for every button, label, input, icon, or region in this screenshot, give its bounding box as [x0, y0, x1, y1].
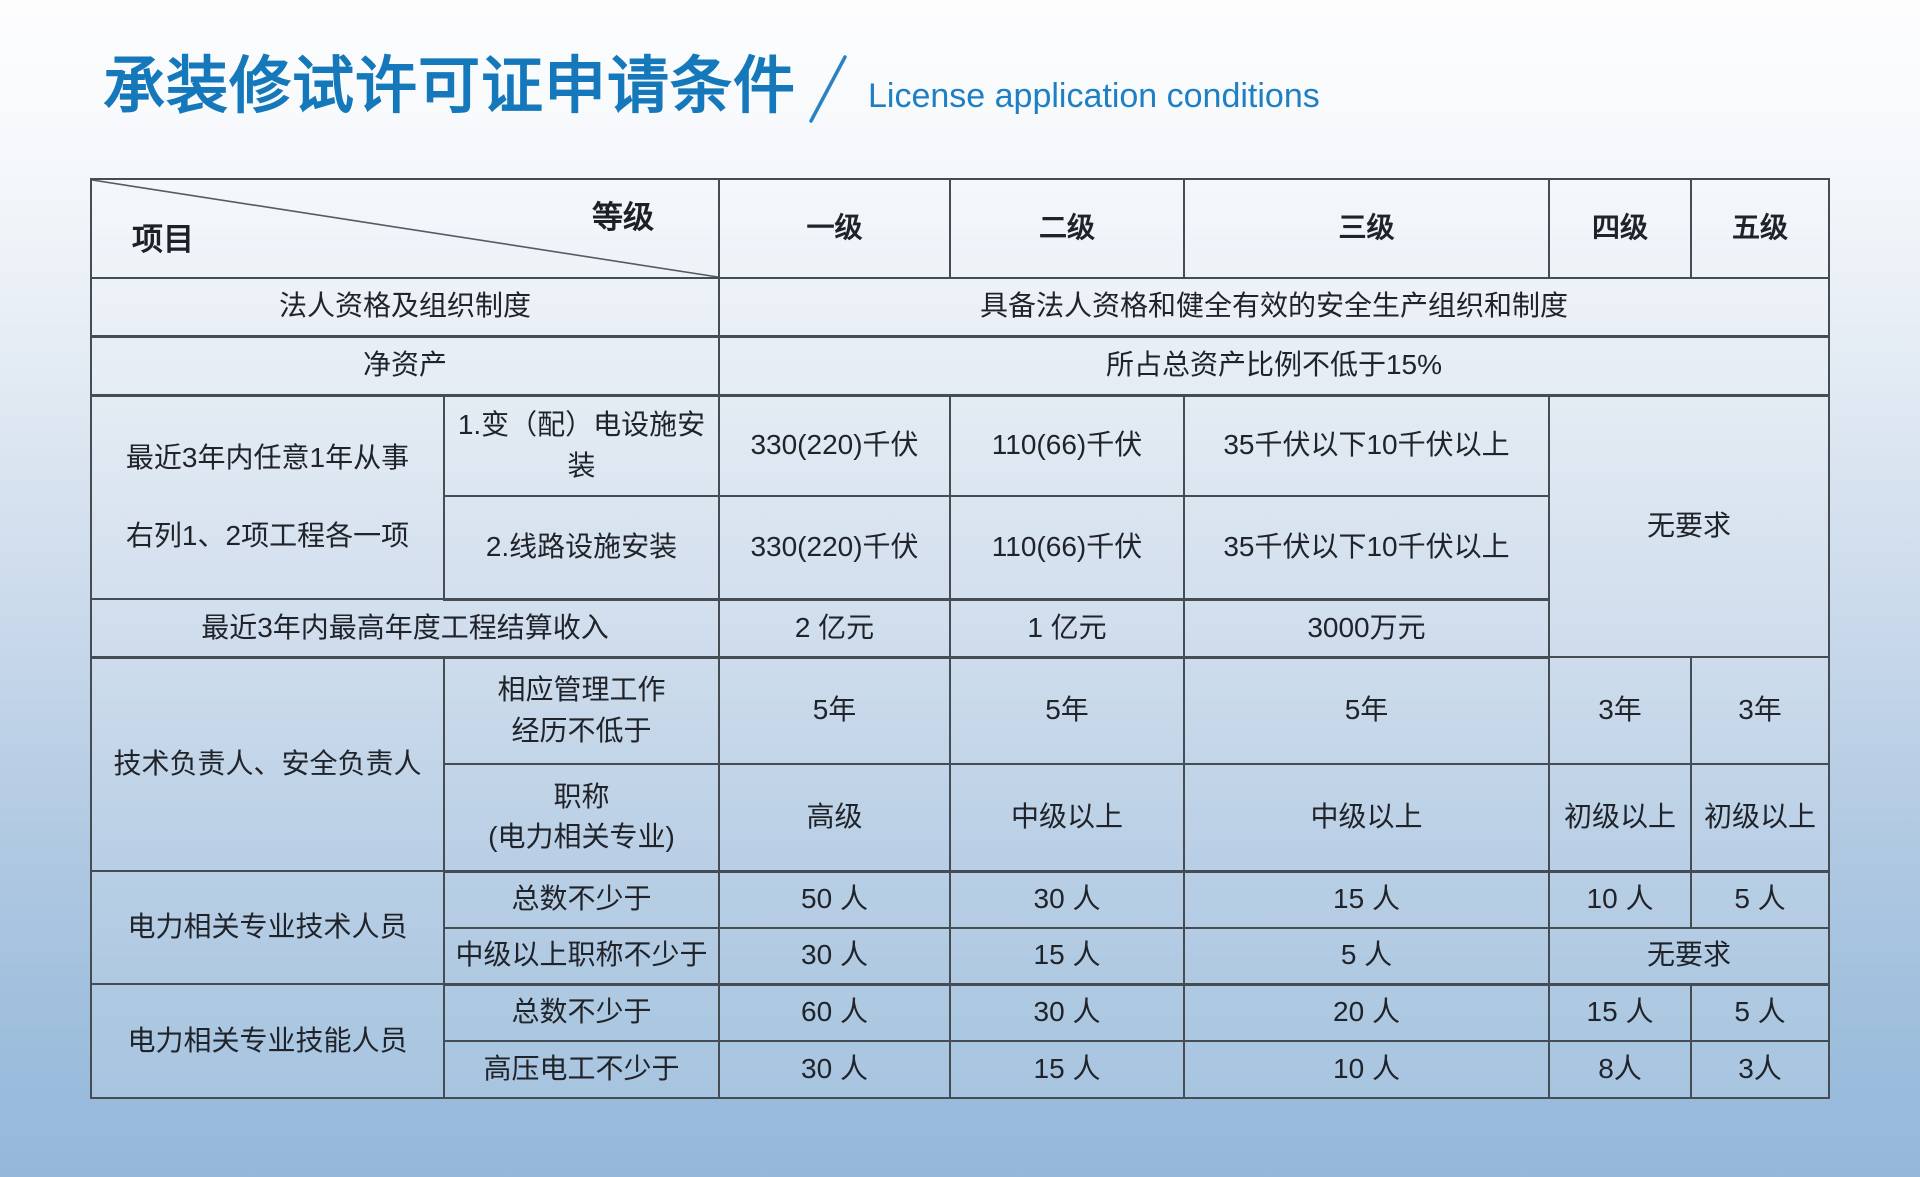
prof-title-line2: (电力相关专业)	[488, 821, 675, 853]
corner-cell: 等级 项目	[90, 178, 720, 279]
legal-label: 法人资格及组织制度	[90, 277, 720, 338]
level-header-1: 一级	[718, 178, 951, 279]
table-row: 电力相关专业技术人员 总数不少于 50 人 30 人 15 人 10 人 5 人	[90, 870, 1830, 985]
table-row: 2.线路设施安装 330(220)千伏 110(66)千伏 35千伏以下10千伏…	[91, 495, 1829, 601]
legal-value: 具备法人资格和健全有效的安全生产组织和制度	[718, 277, 1830, 338]
license-conditions-table: 等级 项目 一级 二级 三级 四级 五级 法人资格及组织制度 具备法人资格和健全…	[90, 178, 1830, 1099]
skill-total-level1: 60 人	[718, 983, 951, 1042]
tech-mid-level1: 30 人	[718, 927, 951, 986]
corner-level-label: 等级	[592, 200, 654, 235]
tech-mid-level3: 5 人	[1183, 927, 1550, 986]
tech-total-level2: 30 人	[949, 870, 1185, 929]
experience-level1: 5年	[718, 656, 951, 765]
table-row: 最近3年内任意1年从事 右列1、2项工程各一项 1.变（配）电设施安装 330(…	[90, 394, 1830, 658]
annual-income-level1: 2 亿元	[718, 598, 951, 659]
diagonal-line	[92, 180, 718, 277]
skill-total-level5: 5 人	[1690, 983, 1830, 1042]
experience-line1: 相应管理工作	[497, 674, 666, 706]
tech-mid-label: 中级以上职称不少于	[443, 927, 720, 986]
sub1-level3: 35千伏以下10千伏以上	[1183, 394, 1550, 497]
hv-level4: 8人	[1548, 1040, 1692, 1099]
tech-total-label: 总数不少于	[443, 870, 720, 929]
prof-title-level4: 初级以上	[1548, 763, 1692, 873]
tech-total-level3: 15 人	[1183, 870, 1550, 929]
sub2-level1: 330(220)千伏	[718, 495, 951, 601]
skill-total-label: 总数不少于	[443, 983, 720, 1042]
prof-title-level3: 中级以上	[1183, 763, 1550, 873]
table-row: 最近3年内最高年度工程结算收入 2 亿元 1 亿元 3000万元	[90, 598, 1829, 659]
prof-title-level5: 初级以上	[1690, 763, 1830, 873]
experience-level3: 5年	[1183, 656, 1550, 765]
level-header-3: 三级	[1183, 178, 1550, 279]
prof-title-label: 职称 (电力相关专业)	[443, 763, 720, 873]
page-subtitle: License application conditions	[868, 77, 1320, 115]
table-row: 电力相关专业技能人员 总数不少于 60 人 30 人 20 人 15 人 5 人	[90, 983, 1830, 1099]
table-row: 高压电工不少于 30 人 15 人 10 人 8人 3人	[91, 1040, 1830, 1099]
annual-income-level3: 3000万元	[1183, 598, 1550, 659]
page-header: 承装修试许可证申请条件 License application conditio…	[0, 0, 1920, 150]
tech-staff-label: 电力相关专业技术人员	[90, 870, 445, 985]
annual-income-level2: 1 亿元	[949, 598, 1185, 659]
table-row: 法人资格及组织制度 具备法人资格和健全有效的安全生产组织和制度	[90, 277, 1830, 338]
table-row: 技术负责人、安全负责人 相应管理工作 经历不低于 5年 5年 5年 3年 3年	[90, 656, 1830, 872]
experience-level4: 3年	[1548, 656, 1692, 765]
tech-mid-no-requirement: 无要求	[1548, 927, 1830, 986]
leaders-label: 技术负责人、安全负责人	[90, 656, 445, 872]
no-requirement-cell: 无要求	[1548, 394, 1830, 658]
prof-title-line1: 职称	[553, 780, 610, 812]
tech-total-level1: 50 人	[718, 870, 951, 929]
skill-staff-label: 电力相关专业技能人员	[90, 983, 445, 1099]
table-row: 职称 (电力相关专业) 高级 中级以上 中级以上 初级以上 初级以上	[91, 763, 1830, 873]
prof-title-level1: 高级	[718, 763, 951, 873]
experience-label: 相应管理工作 经历不低于	[443, 656, 720, 765]
sub2-level3: 35千伏以下10千伏以上	[1183, 495, 1550, 601]
sub1-level1: 330(220)千伏	[718, 394, 951, 497]
experience-line2: 经历不低于	[511, 714, 652, 746]
net-assets-value: 所占总资产比例不低于15%	[718, 335, 1830, 397]
skill-total-level2: 30 人	[949, 983, 1185, 1042]
hv-level2: 15 人	[949, 1040, 1185, 1099]
recent-projects-line2: 右列1、2项工程各一项	[125, 520, 410, 552]
tech-mid-level2: 15 人	[949, 927, 1185, 986]
hv-level1: 30 人	[718, 1040, 951, 1099]
sub2-level2: 110(66)千伏	[949, 495, 1185, 601]
level-header-4: 四级	[1548, 178, 1692, 279]
hv-level5: 3人	[1690, 1040, 1830, 1099]
table-header-row: 等级 项目 一级 二级 三级 四级 五级	[90, 178, 1830, 279]
experience-level5: 3年	[1690, 656, 1830, 765]
table-row: 净资产 所占总资产比例不低于15%	[90, 335, 1830, 397]
title-slash-icon	[808, 55, 848, 123]
skill-total-level4: 15 人	[1548, 983, 1692, 1042]
page-title: 承装修试许可证申请条件	[103, 52, 797, 121]
tech-total-level4: 10 人	[1548, 870, 1692, 929]
sub1-label: 1.变（配）电设施安装	[443, 394, 720, 497]
hv-level3: 10 人	[1183, 1040, 1550, 1099]
level-header-2: 二级	[949, 178, 1185, 279]
skill-total-level3: 20 人	[1183, 983, 1550, 1042]
experience-level2: 5年	[949, 656, 1185, 765]
tech-total-level5: 5 人	[1690, 870, 1830, 929]
hv-label: 高压电工不少于	[443, 1040, 720, 1099]
level-header-5: 五级	[1690, 178, 1830, 279]
table-row: 中级以上职称不少于 30 人 15 人 5 人 无要求	[91, 927, 1830, 986]
corner-item-label: 项目	[132, 222, 194, 258]
sub1-level2: 110(66)千伏	[949, 394, 1185, 497]
recent-projects-label: 最近3年内任意1年从事 右列1、2项工程各一项	[90, 394, 445, 600]
recent-projects-line1: 最近3年内任意1年从事	[125, 441, 410, 473]
prof-title-level2: 中级以上	[949, 763, 1185, 873]
net-assets-label: 净资产	[90, 335, 720, 397]
annual-income-label: 最近3年内最高年度工程结算收入	[90, 598, 720, 659]
sub2-label: 2.线路设施安装	[443, 495, 720, 601]
